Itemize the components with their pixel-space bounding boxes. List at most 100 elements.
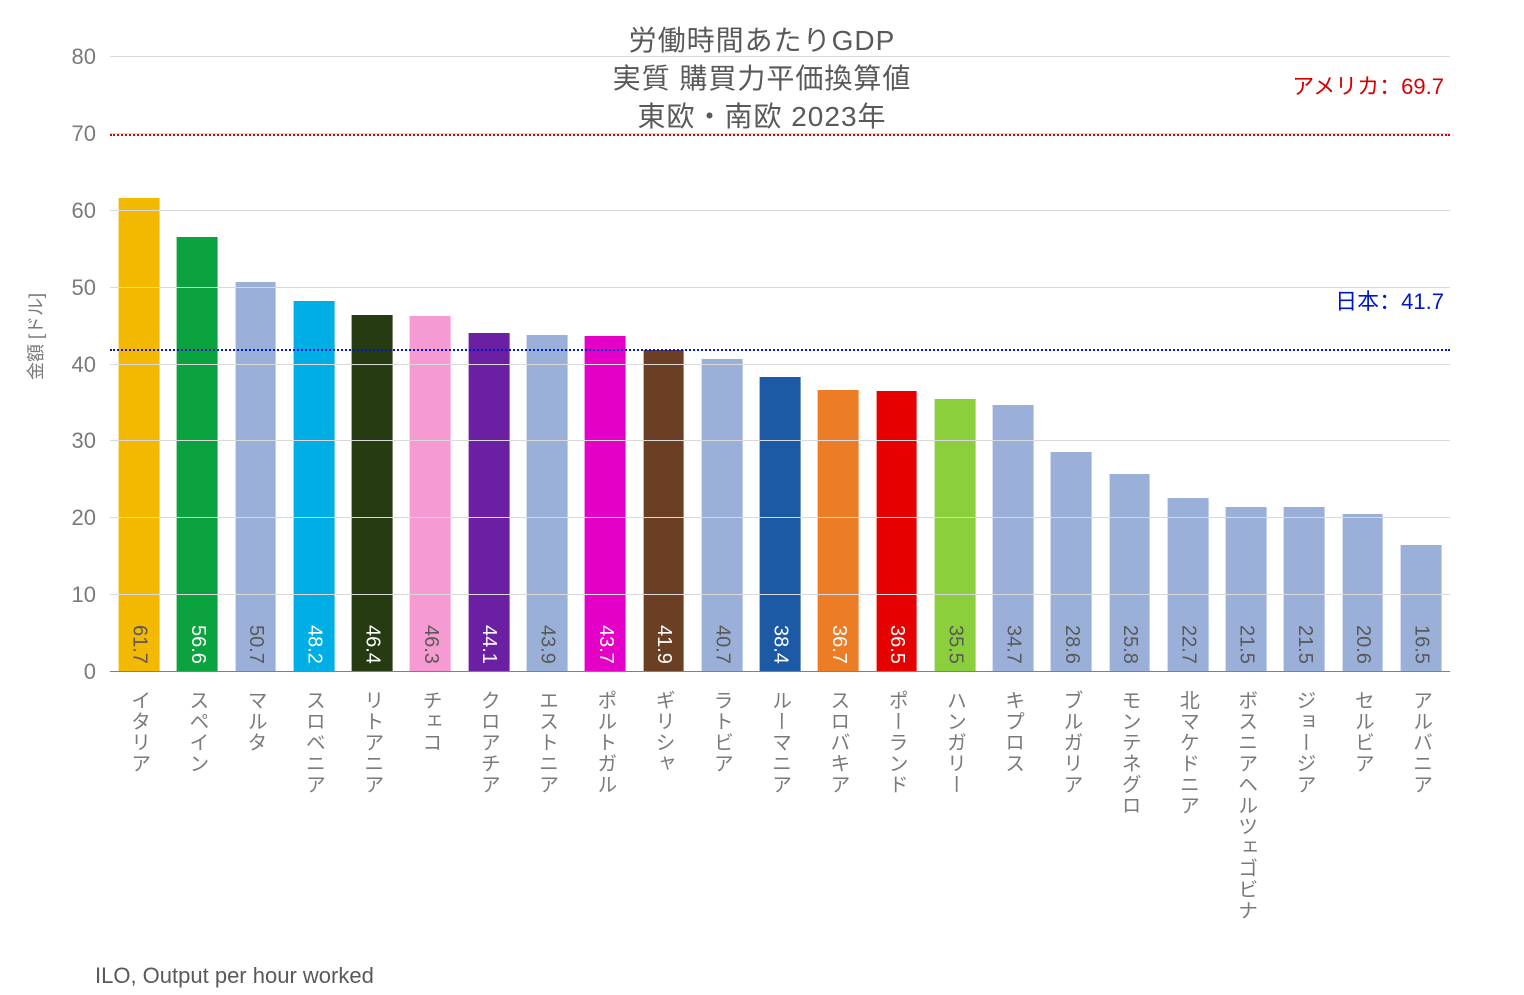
gridline <box>110 56 1450 57</box>
bar-value-label: 50.7 <box>244 625 267 664</box>
bar-slot: 25.8 <box>1101 57 1159 672</box>
x-axis-category-label: リトアニア <box>358 686 387 795</box>
x-label-slot: ブルガリア <box>1042 686 1100 926</box>
x-axis-category-label: ボスニアヘルツェゴビナ <box>1232 686 1261 921</box>
y-tick-label: 80 <box>72 44 110 70</box>
bar-value-label: 38.4 <box>769 625 792 664</box>
x-axis-category-label: セルビア <box>1348 686 1377 774</box>
bar-slot: 43.7 <box>576 57 634 672</box>
bar-value-label: 61.7 <box>128 625 151 664</box>
bar <box>643 350 684 672</box>
x-axis-category-label: ポーランド <box>882 686 911 795</box>
gridline <box>110 517 1450 518</box>
x-label-slot: スペイン <box>168 686 226 926</box>
bar <box>235 282 276 672</box>
x-label-slot: ポルトガル <box>576 686 634 926</box>
bar-slot: 44.1 <box>460 57 518 672</box>
x-label-slot: ギリシャ <box>634 686 692 926</box>
x-axis-labels: イタリアスペインマルタスロベニア リトアニアチェコクロアチアエストニア ポルトガルギ… <box>110 686 1450 926</box>
bar-slot: 41.9 <box>634 57 692 672</box>
y-tick-label: 30 <box>72 428 110 454</box>
x-axis-category-label: ブルガリア <box>1057 686 1086 795</box>
bar-value-label: 16.5 <box>1409 625 1432 664</box>
x-label-slot: アルバニア <box>1392 686 1450 926</box>
x-axis-baseline <box>110 671 1450 672</box>
y-tick-label: 40 <box>72 352 110 378</box>
x-label-slot: ポーランド <box>867 686 925 926</box>
bar-slot: 36.5 <box>867 57 925 672</box>
x-label-slot: ラトビア <box>693 686 751 926</box>
bar-slot: 38.4 <box>751 57 809 672</box>
bar <box>527 335 568 672</box>
bar <box>352 315 393 672</box>
bar-value-label: 41.9 <box>652 625 675 664</box>
gridline <box>110 287 1450 288</box>
x-axis-category-label: 北マケドニア <box>1173 686 1202 816</box>
x-label-slot: セルビア <box>1334 686 1392 926</box>
title-line-1: 労働時間あたりGDP <box>0 22 1524 60</box>
bar-slot: 48.2 <box>285 57 343 672</box>
reference-line <box>110 134 1450 136</box>
bar-slot: 40.7 <box>693 57 751 672</box>
bar-value-label: 46.3 <box>419 625 442 664</box>
x-label-slot: ボスニアヘルツェゴビナ <box>1217 686 1275 926</box>
x-axis-category-label: エストニア <box>532 686 561 795</box>
bar-slot: 16.5 <box>1392 57 1450 672</box>
x-axis-category-label: イタリア <box>125 686 154 774</box>
bar <box>410 316 451 672</box>
x-label-slot: ルーマニア <box>751 686 809 926</box>
gdp-per-hour-chart: 労働時間あたりGDP 実質 購買力平価換算値 東欧・南欧 2023年 金額 [ド… <box>0 0 1524 995</box>
bar-value-label: 44.1 <box>477 625 500 664</box>
bar-slot: 21.5 <box>1217 57 1275 672</box>
bar-slot: 21.5 <box>1275 57 1333 672</box>
x-axis-category-label: ポルトガル <box>591 686 620 795</box>
bar-value-label: 28.6 <box>1060 625 1083 664</box>
x-label-slot: マルタ <box>227 686 285 926</box>
bar-slot: 36.7 <box>809 57 867 672</box>
y-tick-label: 10 <box>72 582 110 608</box>
bar-value-label: 35.5 <box>943 625 966 664</box>
source-citation: ILO, Output per hour worked <box>95 963 374 989</box>
x-axis-category-label: スロベニア <box>299 686 328 795</box>
bar-value-label: 56.6 <box>186 625 209 664</box>
x-axis-category-label: チェコ <box>416 686 445 753</box>
reference-line <box>110 349 1450 351</box>
y-tick-label: 50 <box>72 275 110 301</box>
x-label-slot: リトアニア <box>343 686 401 926</box>
gridline <box>110 364 1450 365</box>
bar-value-label: 43.9 <box>535 625 558 664</box>
y-tick-label: 60 <box>72 198 110 224</box>
x-axis-category-label: アルバニア <box>1406 686 1435 795</box>
bar-value-label: 21.5 <box>1293 625 1316 664</box>
bar <box>177 237 218 672</box>
bar-slot: 61.7 <box>110 57 168 672</box>
x-label-slot: エストニア <box>518 686 576 926</box>
x-axis-category-label: ラトビア <box>707 686 736 774</box>
bar-value-label: 36.7 <box>827 625 850 664</box>
x-label-slot: クロアチア <box>460 686 518 926</box>
bar <box>294 301 335 672</box>
reference-line-label: アメリカ：69.7 <box>1292 69 1444 101</box>
y-axis-title: 金額 [ドル] <box>22 293 48 380</box>
y-tick-label: 70 <box>72 121 110 147</box>
x-axis-category-label: スペイン <box>183 686 212 774</box>
bar <box>468 333 509 672</box>
x-axis-category-label: キプロス <box>999 686 1028 774</box>
plot-area: 61.7 56.6 50.7 48.2 46.4 46.3 44.1 43.9 43.7 41.9… <box>110 57 1450 672</box>
x-axis-category-label: ギリシャ <box>649 686 678 774</box>
x-label-slot: ハンガリー <box>926 686 984 926</box>
x-label-slot: モンテネグロ <box>1101 686 1159 926</box>
bar <box>119 198 160 672</box>
bar-value-label: 46.4 <box>361 625 384 664</box>
x-axis-category-label: ハンガリー <box>940 686 969 795</box>
bars-container: 61.7 56.6 50.7 48.2 46.4 46.3 44.1 43.9 43.7 41.9… <box>110 57 1450 672</box>
x-label-slot: キプロス <box>984 686 1042 926</box>
bar-slot: 28.6 <box>1042 57 1100 672</box>
bar-value-label: 25.8 <box>1118 625 1141 664</box>
x-axis-category-label: クロアチア <box>474 686 503 795</box>
bar-slot: 56.6 <box>168 57 226 672</box>
bar-slot: 35.5 <box>926 57 984 672</box>
x-label-slot: ジョージア <box>1275 686 1333 926</box>
bar-slot: 34.7 <box>984 57 1042 672</box>
bar-value-label: 34.7 <box>1002 625 1025 664</box>
